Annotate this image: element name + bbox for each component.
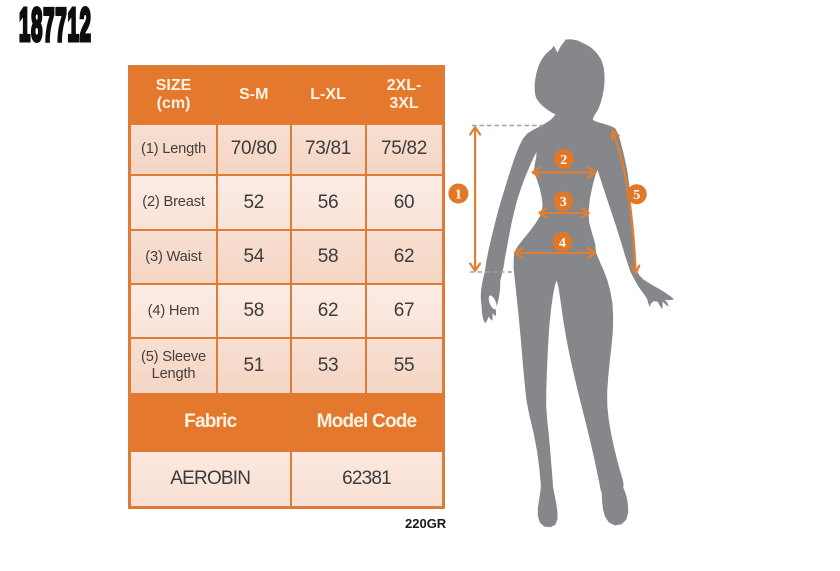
- svg-text:5: 5: [633, 188, 640, 203]
- svg-text:1: 1: [455, 188, 462, 203]
- svg-text:2: 2: [560, 153, 567, 168]
- svg-text:187712: 187712: [19, 0, 92, 51]
- svg-text:3: 3: [560, 195, 567, 210]
- svg-text:4: 4: [559, 236, 566, 251]
